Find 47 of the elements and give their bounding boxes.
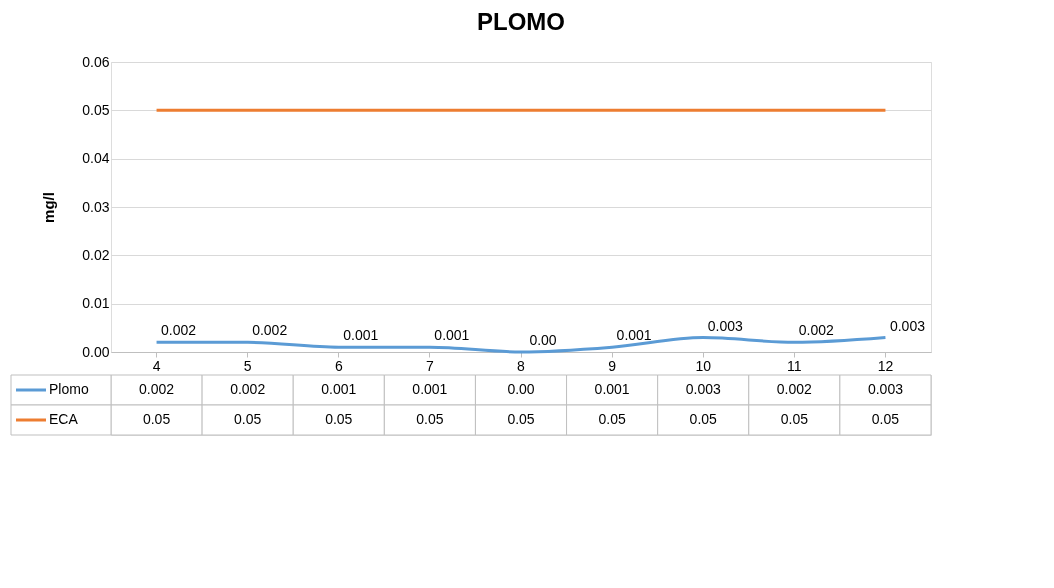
data-label: 0.05 [507,411,535,427]
text: 0.002 [252,322,288,339]
data-label: 0.05 [871,411,900,427]
data-label: 0.001 [412,381,448,397]
x-tick-label: 8 [517,357,526,374]
data-label: 0.001 [594,381,630,397]
text: 0.00 [529,332,557,348]
data-label: 0.05 [598,411,626,427]
x-tick-label: 12 [877,357,894,374]
data-label: 0.002 [230,381,266,397]
text: 0.001 [616,327,652,344]
data-label: 0.003 [685,381,721,397]
data-label: 0.00 [507,381,535,397]
x-tick-label: 6 [334,357,343,374]
y-tick-label: 0.02 [82,246,110,263]
y-tick-label: 0.01 [82,295,110,312]
x-tick-label: 10 [695,357,712,374]
legend-label: ECA [49,411,79,427]
text: 0.001 [343,327,379,344]
data-label: 0.05 [689,411,718,427]
data-label: 0.002 [139,381,175,397]
y-tick-label: 0.04 [82,150,110,167]
data-label: 0.002 [776,381,813,397]
chart-title: PLOMO [477,8,565,35]
data-label: 0.003 [867,381,904,397]
text: 0.003 [889,317,925,334]
text: 0.002 [798,322,834,339]
text: 0.001 [434,327,470,344]
data-label: 0.05 [416,411,444,427]
x-tick-label: 4 [152,357,161,374]
y-tick-label: 0.03 [82,198,110,215]
data-label: 0.05 [234,411,262,427]
data-label: 0.05 [780,411,809,427]
x-tick-label: 7 [425,357,434,374]
x-tick-label: 5 [243,357,252,374]
data-label: 0.05 [325,411,353,427]
text: 0.003 [707,317,743,334]
x-tick-label: 11 [787,357,802,374]
legend-label: Plomo [49,381,89,397]
y-tick-label: 0.00 [82,343,110,360]
y-tick-label: 0.05 [82,101,110,118]
y-tick-label: 0.06 [82,53,110,70]
data-label: 0.05 [142,411,171,427]
text: 0.002 [161,322,197,339]
y-axis-title: mg/l [40,192,58,223]
data-label: 0.001 [321,381,357,397]
x-tick-label: 9 [608,357,617,374]
